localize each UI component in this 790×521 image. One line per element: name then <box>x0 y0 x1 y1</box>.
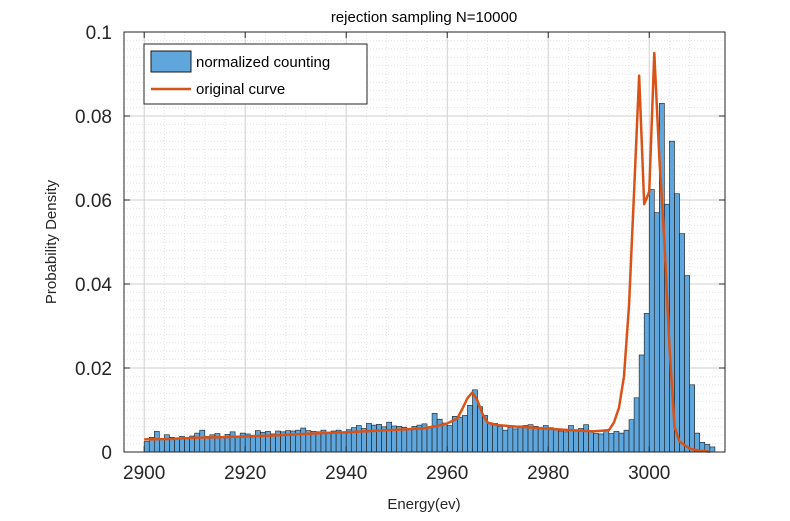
histogram-bar <box>462 415 468 453</box>
histogram-bar <box>401 426 408 453</box>
x-tick-label: 2900 <box>123 463 165 484</box>
histogram-bar <box>457 416 463 453</box>
histogram-bar <box>689 384 695 453</box>
histogram-bar <box>497 426 504 453</box>
histogram-bar <box>522 425 529 453</box>
histogram-bar <box>558 430 564 453</box>
histogram-bar <box>517 425 524 453</box>
x-tick-label: 2920 <box>224 463 266 484</box>
histogram-bar <box>583 424 589 453</box>
histogram-bar <box>643 313 650 453</box>
histogram-bar <box>356 425 362 453</box>
histogram-bar <box>623 429 630 453</box>
histogram-bar <box>164 434 170 453</box>
histogram-bar <box>184 437 190 453</box>
histogram-bar <box>376 423 382 453</box>
histogram-bar <box>502 429 509 453</box>
histogram-bar <box>532 426 539 453</box>
histogram-bar <box>219 436 226 453</box>
histogram-bar <box>159 438 165 453</box>
histogram-bar <box>563 431 569 453</box>
histogram-bar <box>648 189 655 453</box>
histogram-bar <box>684 275 690 453</box>
histogram-bar <box>143 441 150 453</box>
histogram-bar <box>386 421 392 453</box>
histogram-bar <box>300 427 307 453</box>
y-axis-title: Probability Density <box>43 179 60 304</box>
histogram-bar <box>552 428 559 453</box>
histogram-bar <box>194 432 201 453</box>
histogram-bar <box>573 429 579 453</box>
histogram-bar <box>174 438 180 453</box>
histogram-bar <box>431 413 438 453</box>
legend: normalized counting original curve <box>143 43 368 105</box>
histogram-bar <box>325 431 332 453</box>
x-axis-ticks: 2900 2920 2940 2960 2980 3000 <box>123 32 670 484</box>
histogram-bar <box>255 430 261 453</box>
y-tick-label: 0.06 <box>75 191 112 212</box>
histogram-bar <box>492 423 499 453</box>
histogram-bar <box>426 427 433 453</box>
histogram-bar <box>204 436 211 453</box>
histogram-bar <box>512 428 519 453</box>
histogram-bar <box>487 422 493 453</box>
x-tick-label: 2960 <box>426 463 468 484</box>
histogram-bar <box>633 397 640 453</box>
histogram-bar <box>234 435 241 453</box>
x-tick-label: 2980 <box>527 463 569 484</box>
x-tick-label: 2940 <box>325 463 367 484</box>
histogram-bar <box>366 423 372 453</box>
y-tick-label: 0.08 <box>75 107 112 128</box>
histogram-bar <box>507 426 514 453</box>
plot-frame <box>123 31 726 453</box>
histogram-bar <box>411 426 418 453</box>
legend-box <box>143 43 368 105</box>
histogram-bar <box>441 422 448 453</box>
legend-swatch-bars <box>150 50 192 73</box>
histogram-bar <box>593 433 600 453</box>
y-tick-label: 0.1 <box>86 23 112 44</box>
histogram-bar <box>603 430 610 453</box>
original-curve-line <box>144 51 710 453</box>
histogram-bar <box>674 193 680 453</box>
histogram-bar <box>628 419 635 453</box>
histogram-bar <box>547 427 554 453</box>
histogram-bar <box>406 428 413 453</box>
histogram-bar <box>446 425 453 453</box>
histogram-bar <box>709 446 716 453</box>
x-axis-title: Energy(ev) <box>387 496 460 513</box>
histogram-bar <box>613 431 620 453</box>
x-tick-label: 3000 <box>628 463 670 484</box>
chart-title: rejection sampling N=10000 <box>331 9 517 26</box>
histogram-bar <box>199 429 206 453</box>
legend-label-curve: original curve <box>196 81 285 98</box>
histogram-bar <box>653 212 660 453</box>
histogram-bar <box>154 431 160 453</box>
histogram-bar <box>618 432 625 453</box>
y-axis-ticks: 0 0.02 0.04 0.06 0.08 0.1 <box>75 23 725 464</box>
histogram-bar <box>340 432 347 453</box>
histogram-bar <box>330 430 337 453</box>
histogram-bar <box>608 433 615 453</box>
histogram-bar <box>371 424 377 453</box>
histogram-bar <box>315 431 322 453</box>
histogram-bar <box>537 428 544 453</box>
y-tick-label: 0.04 <box>75 275 112 296</box>
histogram-bar <box>679 233 685 453</box>
histogram-bar <box>598 433 605 453</box>
histogram-bar <box>467 405 473 453</box>
y-tick-label: 0.02 <box>75 359 112 380</box>
histogram-bar <box>588 430 594 453</box>
histogram-bar <box>249 434 256 453</box>
legend-label-bars: normalized counting <box>196 54 330 71</box>
y-tick-label: 0 <box>101 443 112 464</box>
histogram-bar <box>638 354 645 453</box>
histogram-bar <box>229 431 236 453</box>
